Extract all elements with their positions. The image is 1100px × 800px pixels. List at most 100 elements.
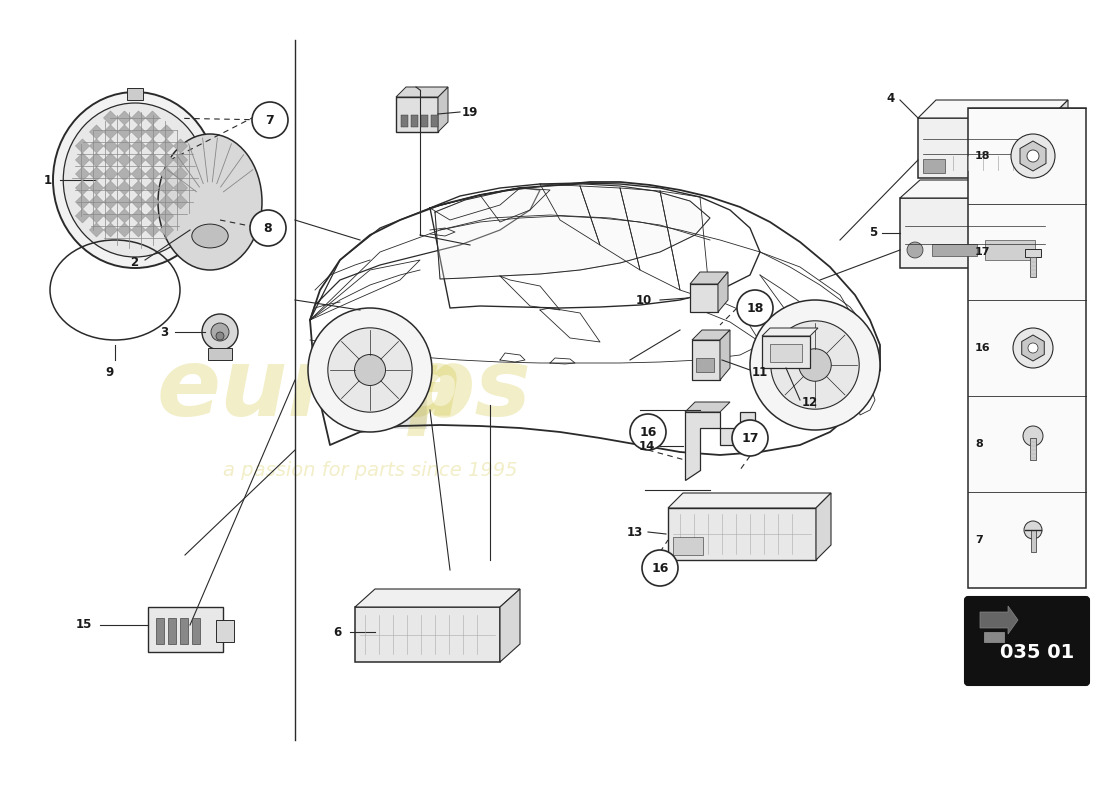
Text: 16: 16 <box>651 562 669 574</box>
Polygon shape <box>1050 180 1070 268</box>
Bar <box>131 181 145 195</box>
Text: 6: 6 <box>333 626 342 638</box>
Polygon shape <box>396 87 448 97</box>
Bar <box>145 181 160 195</box>
Text: 9: 9 <box>106 366 114 378</box>
Polygon shape <box>900 180 1070 198</box>
FancyBboxPatch shape <box>762 336 810 368</box>
Text: 19: 19 <box>462 106 478 118</box>
Bar <box>402 115 408 127</box>
FancyBboxPatch shape <box>148 607 223 652</box>
Bar <box>174 181 188 195</box>
Circle shape <box>1013 328 1053 368</box>
Ellipse shape <box>64 103 207 257</box>
Bar <box>118 153 132 167</box>
Bar <box>103 125 118 139</box>
Text: 2: 2 <box>130 257 138 270</box>
FancyBboxPatch shape <box>692 340 720 380</box>
Bar <box>76 195 89 209</box>
Bar <box>168 618 176 644</box>
Circle shape <box>1027 150 1040 162</box>
Polygon shape <box>668 493 830 508</box>
Bar <box>118 181 132 195</box>
Circle shape <box>354 354 385 386</box>
Bar <box>131 153 145 167</box>
Text: 11: 11 <box>752 366 768 378</box>
Bar <box>76 209 89 223</box>
Circle shape <box>1024 521 1042 539</box>
Bar <box>76 167 89 181</box>
Bar <box>180 618 188 644</box>
Bar <box>89 195 103 209</box>
Circle shape <box>202 314 238 350</box>
Bar <box>1031 530 1035 552</box>
Bar <box>431 115 438 127</box>
Bar <box>145 111 160 125</box>
Text: 15: 15 <box>76 618 92 631</box>
Polygon shape <box>434 184 710 279</box>
Bar <box>160 209 174 223</box>
Text: 8: 8 <box>975 439 982 449</box>
Bar <box>103 223 118 237</box>
Bar <box>984 632 1004 642</box>
Polygon shape <box>500 589 520 662</box>
Bar <box>131 209 145 223</box>
Polygon shape <box>685 402 730 412</box>
Text: 8: 8 <box>264 222 273 234</box>
Text: 10: 10 <box>636 294 652 306</box>
Circle shape <box>630 414 666 450</box>
Polygon shape <box>1022 335 1044 361</box>
Bar <box>76 153 89 167</box>
Text: a passion for parts since 1995: a passion for parts since 1995 <box>222 461 517 479</box>
FancyBboxPatch shape <box>216 620 234 642</box>
Bar <box>160 153 174 167</box>
Bar <box>131 111 145 125</box>
Bar <box>103 167 118 181</box>
FancyBboxPatch shape <box>396 97 438 132</box>
Bar <box>770 344 802 362</box>
Bar <box>145 209 160 223</box>
Bar <box>145 153 160 167</box>
Circle shape <box>308 308 432 432</box>
Polygon shape <box>718 272 728 312</box>
Polygon shape <box>1020 141 1046 171</box>
Text: 16: 16 <box>639 426 657 438</box>
Bar <box>932 244 977 256</box>
Text: 16: 16 <box>975 343 991 353</box>
Bar <box>673 537 703 555</box>
Circle shape <box>737 290 773 326</box>
Text: euroa: euroa <box>156 344 463 436</box>
Circle shape <box>1011 134 1055 178</box>
Ellipse shape <box>191 224 228 248</box>
Bar <box>421 115 428 127</box>
FancyBboxPatch shape <box>355 607 500 662</box>
Polygon shape <box>980 606 1018 634</box>
Bar <box>89 139 103 153</box>
Text: 7: 7 <box>265 114 274 126</box>
Bar <box>118 167 132 181</box>
Bar <box>1025 249 1041 257</box>
FancyBboxPatch shape <box>968 108 1086 588</box>
Polygon shape <box>690 272 728 284</box>
Text: 17: 17 <box>975 247 990 257</box>
Bar <box>131 223 145 237</box>
Text: 4: 4 <box>887 91 895 105</box>
Text: 14: 14 <box>639 439 654 453</box>
Bar <box>76 139 89 153</box>
Bar <box>103 111 118 125</box>
Bar <box>160 139 174 153</box>
Text: 18: 18 <box>746 302 763 314</box>
Polygon shape <box>438 87 448 132</box>
Bar <box>145 139 160 153</box>
FancyBboxPatch shape <box>965 597 1089 685</box>
Circle shape <box>642 550 678 586</box>
Text: 3: 3 <box>160 326 168 338</box>
Bar <box>89 167 103 181</box>
Circle shape <box>732 420 768 456</box>
Text: 5: 5 <box>869 226 877 239</box>
Bar <box>118 195 132 209</box>
Bar <box>131 195 145 209</box>
Bar <box>118 111 132 125</box>
Bar <box>118 223 132 237</box>
Text: ps: ps <box>408 344 532 436</box>
